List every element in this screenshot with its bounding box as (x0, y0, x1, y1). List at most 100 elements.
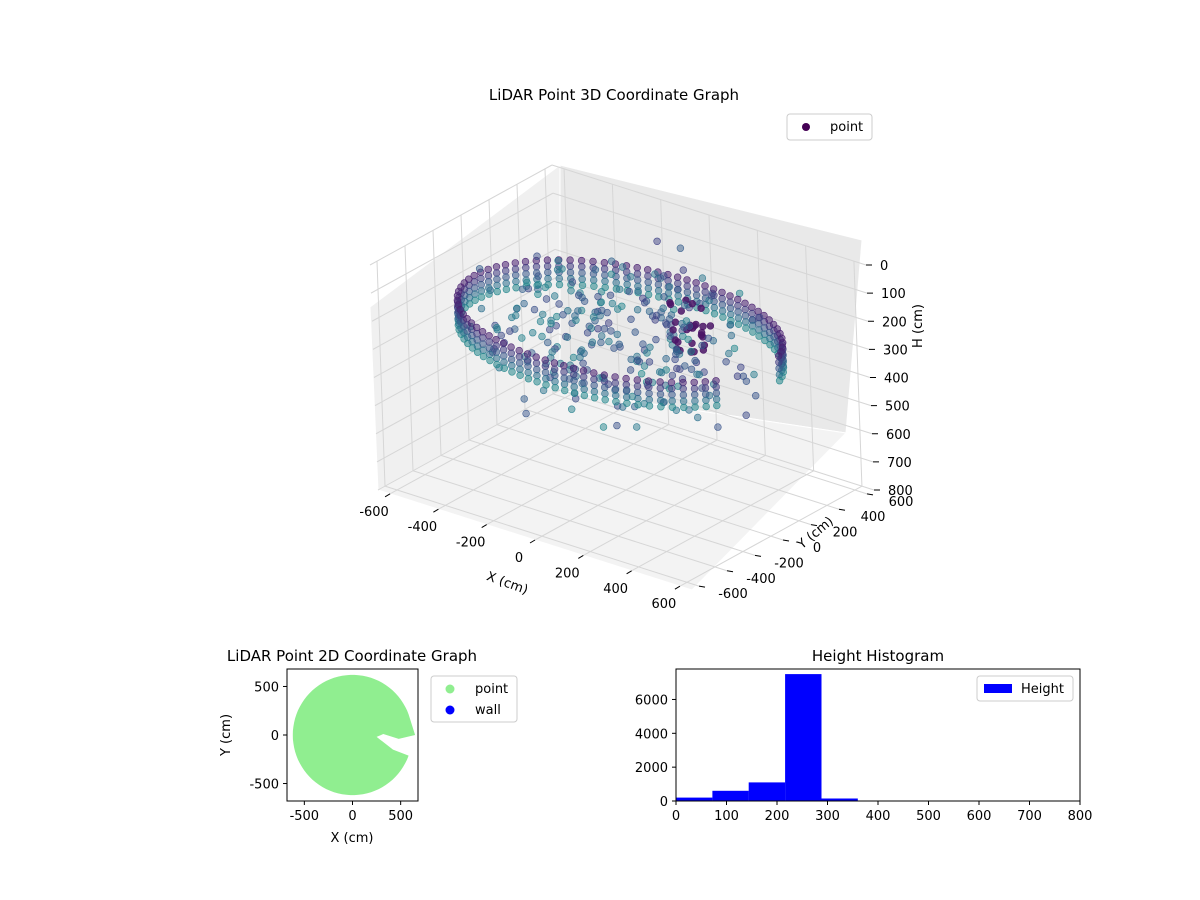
scatter3d-point (739, 372, 747, 380)
scatter3d-point (674, 292, 682, 300)
scatter3d-point (524, 362, 532, 370)
scatter3d-point (493, 287, 501, 296)
scatter3d-point (627, 315, 635, 323)
scatter3d-point (583, 329, 592, 337)
scatter3d-point (640, 362, 649, 370)
grid3d (369, 164, 875, 587)
scatter3d-point (748, 303, 756, 311)
y3d-tick-label: 200 (833, 526, 858, 541)
grid3d-left-z (369, 164, 553, 266)
scatter3d-point (589, 313, 598, 321)
scatter3d-point (634, 394, 642, 403)
scatter3d-point (547, 316, 555, 325)
scatter3d-point (622, 381, 630, 389)
scatter3d-point (690, 378, 698, 387)
xhist-tick-label: 300 (815, 809, 840, 824)
scatter3d-point (625, 287, 633, 296)
scatter3d-point (751, 392, 760, 400)
scatter3d-point (534, 272, 542, 280)
scatter3d-point (566, 262, 574, 270)
grid3d-floor-y (468, 439, 784, 541)
grid3d-left-z (374, 305, 558, 407)
scatter3d-point (541, 283, 549, 292)
x3d-tick (529, 539, 536, 544)
scatter3d-point (666, 332, 674, 340)
scatter3d-point (656, 390, 665, 398)
scatter3d-point (493, 360, 501, 369)
scatter3d-point (606, 291, 615, 299)
scatter3d-point (691, 397, 699, 405)
scatter3d-point (748, 309, 756, 318)
scatter3d-point (613, 330, 621, 339)
scatter3d-point (551, 371, 559, 380)
scatter3d-point (634, 401, 642, 409)
y2d-tick-label: -500 (249, 778, 279, 793)
scatter3d-point (473, 323, 481, 332)
scatter3d-point (524, 375, 533, 383)
x3d-tick-label: -200 (456, 536, 486, 551)
scatter3d-point (533, 252, 541, 260)
plot2d-ylabel: Y (cm) (219, 714, 234, 757)
scatter3d-point (734, 302, 742, 310)
y3d-tick-label: 600 (889, 495, 914, 510)
scatter3d-point (712, 395, 721, 403)
scatter3d-point (734, 308, 742, 316)
scatter3d-point (680, 301, 689, 309)
scatter3d-point (669, 326, 677, 334)
scatter3d-point (484, 271, 493, 280)
scatter3d-point (718, 307, 727, 315)
grid3d-floor-y (496, 424, 812, 526)
scatter3d-point (479, 340, 487, 348)
scatter3d-point (485, 344, 494, 352)
scatter3d-point (523, 350, 532, 358)
scatter3d-point (679, 391, 688, 399)
xhist-tick-label: 100 (714, 809, 739, 824)
plot3d-zlabel: H (cm) (911, 304, 926, 348)
scatter3d-point (668, 371, 677, 380)
xhist-tick-label: 700 (1017, 809, 1042, 824)
scatter3d-point (645, 402, 654, 410)
scatter3d-point (570, 377, 578, 385)
scatter3d-point (541, 362, 550, 370)
scatter3d-point (671, 318, 680, 326)
histogram: Height Histogram 0 100 200 300 400 500 600 700 8… (635, 647, 1093, 824)
scatter3d-point (710, 303, 718, 312)
scatter3d-point (611, 373, 619, 381)
scatter3d-point (550, 359, 559, 367)
scatter3d-point (560, 362, 568, 370)
yhist-tick-label: 0 (660, 795, 668, 810)
scatter3d-point (722, 358, 730, 366)
scatter3d-points (453, 237, 788, 431)
scatter3d-point (618, 302, 626, 310)
scatter3d-point (718, 301, 727, 309)
scatter3d-point (633, 376, 641, 384)
scatter3d-point (600, 371, 608, 379)
scatter3d-point (687, 347, 695, 356)
scatter3d-point (564, 307, 572, 315)
scatter3d-point (599, 423, 608, 431)
scatter3d-point (611, 385, 620, 393)
scatter3d-point (492, 336, 500, 344)
scatter3d-point (477, 304, 486, 313)
scatter3d-point (741, 305, 749, 314)
scatter3d-point (645, 396, 653, 404)
scatter3d-point (521, 257, 530, 266)
scatter3d-point (607, 327, 615, 335)
scatter3d-point (486, 350, 494, 359)
scatter3d-point (492, 342, 500, 350)
scatter3d-point (668, 391, 676, 399)
scatter3d-point (566, 256, 574, 264)
scatter3d-point (775, 370, 784, 379)
x3d-tick-label: 400 (603, 582, 628, 597)
scatter3d-point (497, 331, 505, 340)
scatter3d-point (580, 297, 589, 305)
x2d-tick-label: 500 (388, 809, 413, 824)
scatter3d-point (680, 323, 688, 331)
x3d-tick-label: -400 (408, 520, 438, 535)
scatter3d-point (741, 312, 750, 320)
plot3d-title: LiDAR Point 3D Coordinate Graph (489, 86, 739, 104)
scatter3d-point (598, 306, 606, 315)
scatter3d-point (611, 391, 620, 400)
scatter3d-point (646, 343, 654, 351)
grid3d-floor-y (440, 454, 756, 556)
